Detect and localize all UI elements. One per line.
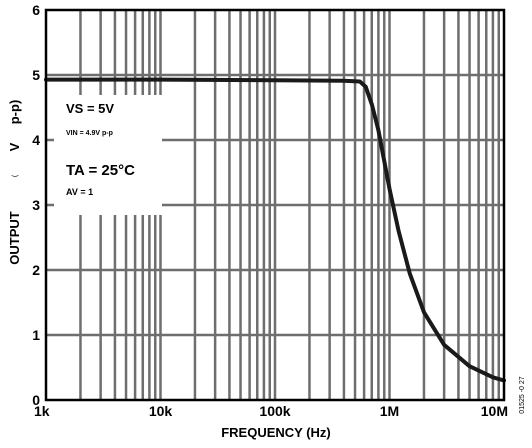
annotation-vs: VS = 5V — [66, 101, 114, 116]
y-axis-title-output: OUTPUT — [7, 211, 22, 265]
annotation-av: AV = 1 — [66, 187, 93, 197]
x-tick-label: 1M — [380, 403, 399, 419]
x-tick-label: 100k — [259, 403, 290, 419]
y-tick-label: 1 — [32, 327, 40, 343]
grid-lines — [46, 10, 504, 400]
y-tick-label: 5 — [32, 67, 40, 83]
series-line — [44, 77, 506, 383]
x-axis-title: FREQUENCY (Hz) — [221, 425, 331, 440]
y-tick-label: 4 — [32, 132, 40, 148]
y-tick-label: 3 — [32, 197, 40, 213]
x-tick-label: 10k — [149, 403, 173, 419]
y-axis-title-pp: p-p) — [7, 100, 22, 125]
plot-frame — [44, 8, 506, 402]
y-tick-label: 2 — [32, 262, 40, 278]
series-layer — [44, 77, 506, 383]
figure-id: 01525 -0 27 — [519, 376, 526, 413]
y-axis-title-v: V — [7, 142, 22, 151]
annotation-vin: VIN = 4.9V p-p — [66, 130, 113, 137]
annotation-ta: TA = 25°C — [66, 162, 135, 179]
annotation-box: VS = 5V VIN = 4.9V p-p TA = 25°C AV = 1 — [54, 95, 162, 215]
x-tick-label: 1k — [34, 403, 50, 419]
y-axis-title-paren: ( — [12, 174, 19, 177]
y-tick-label: 0 — [32, 392, 40, 408]
y-tick-label: 6 — [32, 2, 40, 18]
x-tick-label: 10M — [481, 403, 508, 419]
y-tick-labels: 0 1 2 3 4 5 6 — [32, 2, 40, 408]
x-tick-labels: 1k 10k 100k 1M 10M — [34, 403, 508, 419]
